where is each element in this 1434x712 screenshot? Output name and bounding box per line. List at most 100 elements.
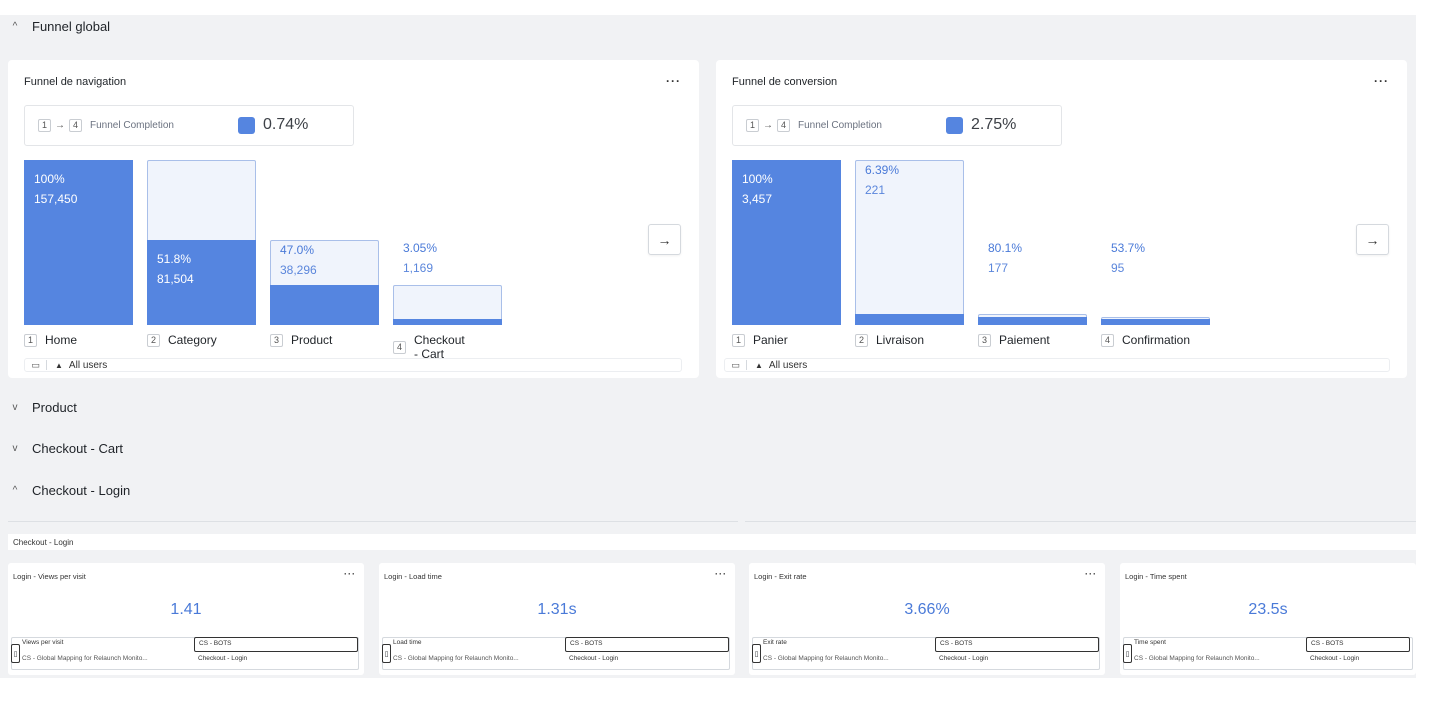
segment-row[interactable]: ▭ ▲ All users bbox=[724, 358, 1390, 372]
chevron-down-icon: v bbox=[12, 443, 18, 454]
segment-chip[interactable]: CS - BOTS bbox=[935, 637, 1099, 652]
next-steps-button[interactable]: → bbox=[1356, 224, 1389, 255]
funnel-bar[interactable] bbox=[24, 160, 133, 325]
section-title: Checkout - Cart bbox=[32, 441, 124, 456]
funnel-bar[interactable] bbox=[393, 319, 502, 325]
arrow-right-icon: → bbox=[55, 120, 65, 131]
step-name: Livraison bbox=[876, 333, 925, 347]
tab-checkout-login[interactable]: Checkout - Login bbox=[8, 534, 1416, 550]
segment-chip[interactable]: CS - BOTS bbox=[194, 637, 358, 652]
funnel-step-label: 1 Home bbox=[24, 333, 77, 347]
step-chip: 2 bbox=[147, 333, 160, 347]
analysis-path: CS - Global Mapping for Relaunch Monito.… bbox=[393, 655, 519, 662]
funnel-bar-reference bbox=[855, 160, 964, 325]
metric-title: Login - Exit rate bbox=[754, 572, 807, 581]
step-chip: 1 bbox=[746, 119, 759, 132]
step-name: Panier bbox=[753, 333, 788, 347]
section-title: Funnel global bbox=[32, 19, 111, 34]
funnel-bar-percent: 51.8% bbox=[157, 251, 192, 266]
segment-row[interactable]: ▭ ▲ All users bbox=[24, 358, 682, 372]
funnel-bar-count: 157,450 bbox=[34, 192, 78, 206]
device-icon: ▯ bbox=[382, 644, 391, 663]
step-name: Category bbox=[168, 333, 217, 347]
step-chip: 4 bbox=[393, 340, 406, 354]
funnel-bar[interactable] bbox=[1101, 319, 1210, 325]
funnel-bar[interactable] bbox=[147, 239, 256, 325]
chevron-up-icon: ^ bbox=[12, 21, 18, 32]
completion-label: Funnel Completion bbox=[90, 120, 174, 131]
analysis-path: CS - Global Mapping for Relaunch Monito.… bbox=[1134, 655, 1260, 662]
metric-value: 1.31s bbox=[537, 601, 577, 618]
more-options-icon[interactable]: ··· bbox=[666, 74, 681, 88]
card-title: Funnel de navigation bbox=[24, 76, 127, 88]
segment-chip[interactable]: CS - BOTS bbox=[1306, 637, 1410, 652]
metric-name: Time spent bbox=[1134, 639, 1166, 646]
section-header-product[interactable]: v Product bbox=[8, 400, 77, 415]
step-chip: 1 bbox=[24, 333, 37, 347]
arrow-right-icon: → bbox=[657, 231, 672, 248]
navigation-funnel-card: Funnel de navigation ··· 1 → 4 Funnel Co… bbox=[8, 60, 699, 378]
funnel-bar-percent: 47.0% bbox=[280, 242, 315, 257]
card-title: Funnel de conversion bbox=[732, 76, 838, 88]
funnel-bar-count: 221 bbox=[865, 183, 886, 197]
step-chip: 3 bbox=[978, 333, 991, 347]
analysis-path: CS - Global Mapping for Relaunch Monito.… bbox=[22, 655, 148, 662]
page-name: Checkout - Login bbox=[198, 655, 248, 662]
funnel-bar[interactable] bbox=[855, 314, 964, 325]
funnel-step-label: 2 Livraison bbox=[855, 333, 924, 347]
analysis-path: CS - Global Mapping for Relaunch Monito.… bbox=[763, 655, 889, 662]
funnel-completion-box: 1 → 4 Funnel Completion 0.74% bbox=[24, 105, 354, 146]
step-chip: 3 bbox=[270, 333, 283, 347]
legend-swatch bbox=[238, 117, 255, 134]
funnel-bar[interactable] bbox=[270, 284, 379, 325]
metric-title: Login - Views per visit bbox=[13, 572, 86, 581]
divider bbox=[745, 521, 1416, 522]
next-steps-button[interactable]: → bbox=[648, 224, 681, 255]
step-name: Checkout - Cart bbox=[414, 333, 465, 361]
funnel-step-label: 4 Confirmation bbox=[1101, 333, 1190, 347]
metric-title: Login - Time spent bbox=[1125, 572, 1187, 581]
section-title: Checkout - Login bbox=[32, 483, 131, 498]
funnel-bar-percent: 100% bbox=[34, 172, 65, 186]
segment-chip[interactable]: CS - BOTS bbox=[565, 637, 729, 652]
step-name: Confirmation bbox=[1122, 333, 1191, 347]
step-chip: 4 bbox=[1101, 333, 1114, 347]
step-name: Paiement bbox=[999, 333, 1050, 347]
metric-name: Views per visit bbox=[22, 639, 64, 646]
funnel-completion-box: 1 → 4 Funnel Completion 2.75% bbox=[732, 105, 1062, 146]
more-options-icon[interactable]: ··· bbox=[1085, 569, 1097, 579]
funnel-bar[interactable] bbox=[732, 160, 841, 325]
more-options-icon[interactable]: ··· bbox=[715, 569, 727, 579]
section-header-checkout-cart[interactable]: v Checkout - Cart bbox=[8, 441, 124, 456]
funnel-bar-count: 95 bbox=[1111, 261, 1125, 275]
funnel-bar-percent: 100% bbox=[742, 172, 773, 186]
metric-title: Login - Load time bbox=[384, 572, 442, 581]
funnel-bar[interactable] bbox=[978, 316, 1087, 325]
funnel-bar-percent: 80.1% bbox=[988, 241, 1023, 255]
funnel-step-label: 3 Product bbox=[270, 333, 332, 347]
section-header-checkout-login[interactable]: ^ Checkout - Login bbox=[8, 483, 131, 498]
funnel-bar-percent: 6.39% bbox=[865, 163, 900, 177]
completion-value: 2.75% bbox=[971, 116, 1017, 133]
more-options-icon[interactable]: ··· bbox=[344, 569, 356, 579]
arrow-right-icon: → bbox=[1365, 231, 1380, 248]
device-icon: ▭ bbox=[25, 360, 47, 370]
device-icon: ▭ bbox=[725, 360, 747, 370]
section-header-funnel-global[interactable]: ^ Funnel global bbox=[8, 19, 110, 34]
funnel-bar-count: 177 bbox=[988, 261, 1009, 275]
more-options-icon[interactable]: ··· bbox=[1374, 74, 1389, 88]
user-icon: ▲ bbox=[755, 360, 763, 370]
funnel-bar-count: 38,296 bbox=[280, 262, 317, 277]
tab-label: Checkout - Login bbox=[13, 538, 74, 547]
completion-range: 1 → 4 Funnel Completion bbox=[38, 119, 174, 132]
section-title: Product bbox=[32, 400, 77, 415]
metric-card: Login - Time spent 23.5s ▯ Time spent CS - B… bbox=[1120, 563, 1416, 675]
funnel-bar-count: 81,504 bbox=[157, 271, 194, 286]
user-icon: ▲ bbox=[55, 360, 63, 370]
chevron-down-icon: v bbox=[12, 402, 18, 413]
funnel-step-label: 1 Panier bbox=[732, 333, 788, 347]
device-icon: ▯ bbox=[11, 644, 20, 663]
completion-value: 0.74% bbox=[263, 116, 309, 133]
funnel-bar-count: 1,169 bbox=[403, 261, 434, 275]
completion-label: Funnel Completion bbox=[798, 120, 882, 131]
